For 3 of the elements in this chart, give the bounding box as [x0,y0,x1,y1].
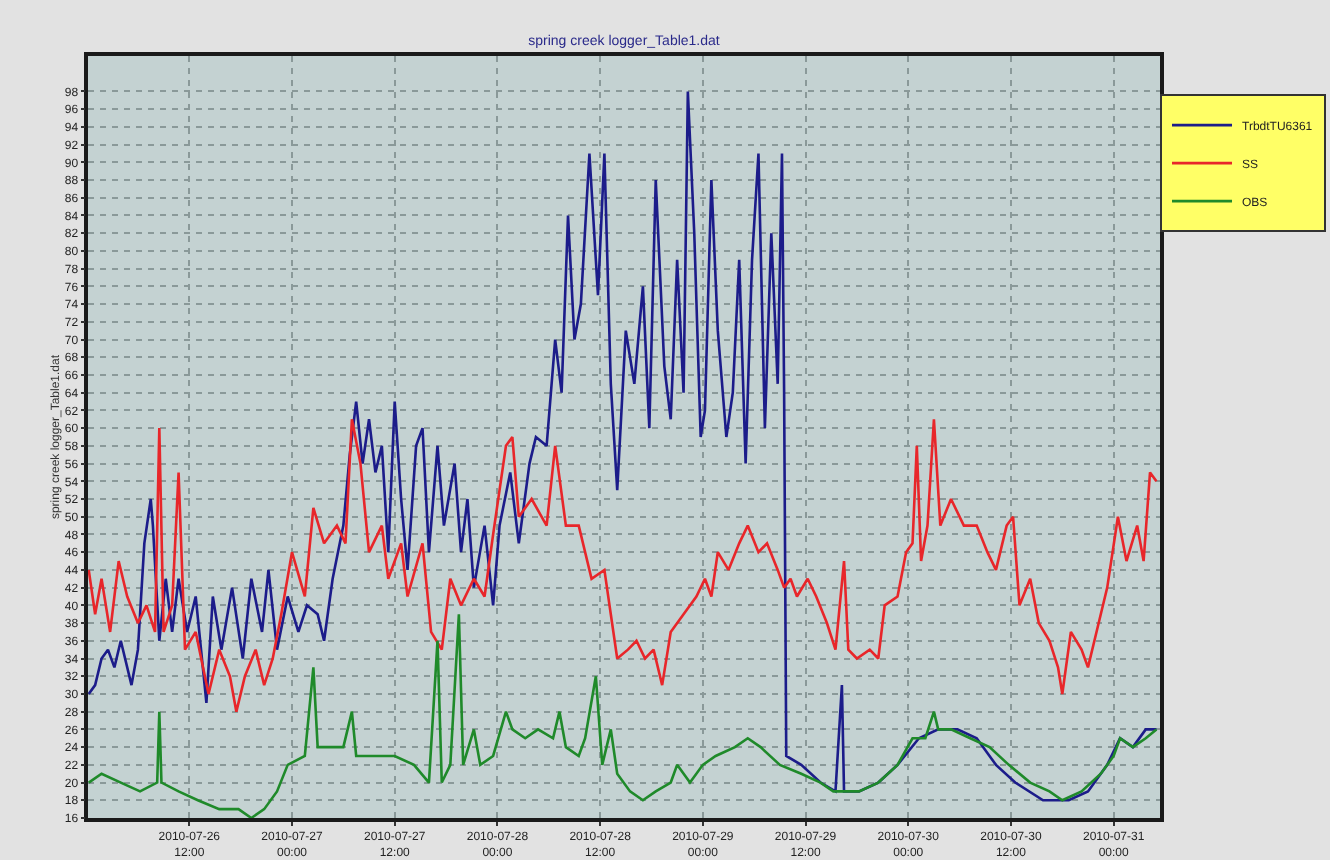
line-series [88,90,1158,802]
line-series [88,612,1158,818]
line-series [88,417,1158,713]
